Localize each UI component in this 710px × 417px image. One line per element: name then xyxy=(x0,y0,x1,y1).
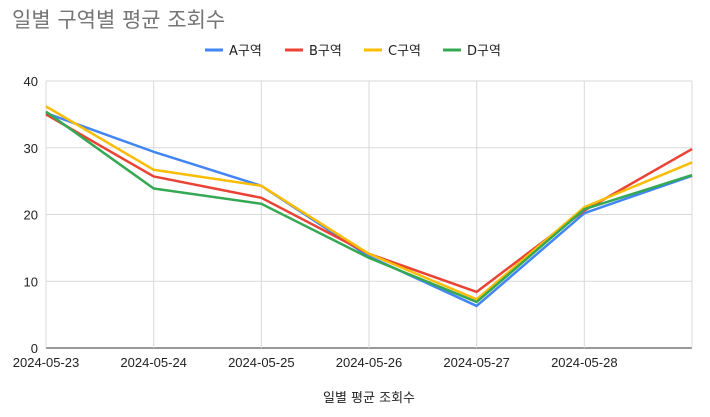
x-tick-label: 2024-05-25 xyxy=(228,355,295,370)
legend-label: D구역 xyxy=(467,44,501,59)
x-tick-label: 2024-05-26 xyxy=(336,355,403,370)
legend-item: C구역 xyxy=(364,44,421,59)
y-tick-label: 10 xyxy=(24,274,38,289)
x-tick-label: 2024-05-23 xyxy=(13,355,80,370)
y-tick-label: 40 xyxy=(24,74,38,89)
y-tick-label: 20 xyxy=(24,208,38,223)
legend-label: C구역 xyxy=(388,44,421,59)
x-tick-label: 2024-05-27 xyxy=(443,355,510,370)
legend-item: D구역 xyxy=(443,44,501,59)
chart-title: 일별 구역별 평균 조회수 xyxy=(12,8,226,32)
x-tick-label: 2024-05-28 xyxy=(551,355,618,370)
legend-item: B구역 xyxy=(285,44,342,59)
legend-label: B구역 xyxy=(309,44,342,59)
x-tick-label: 2024-05-24 xyxy=(120,355,187,370)
y-tick-label: 0 xyxy=(31,341,38,356)
y-tick-label: 30 xyxy=(24,141,38,156)
x-axis-label: 일별 평균 조회수 xyxy=(323,391,415,406)
legend-item: A구역 xyxy=(205,44,262,59)
legend-label: A구역 xyxy=(229,44,262,59)
